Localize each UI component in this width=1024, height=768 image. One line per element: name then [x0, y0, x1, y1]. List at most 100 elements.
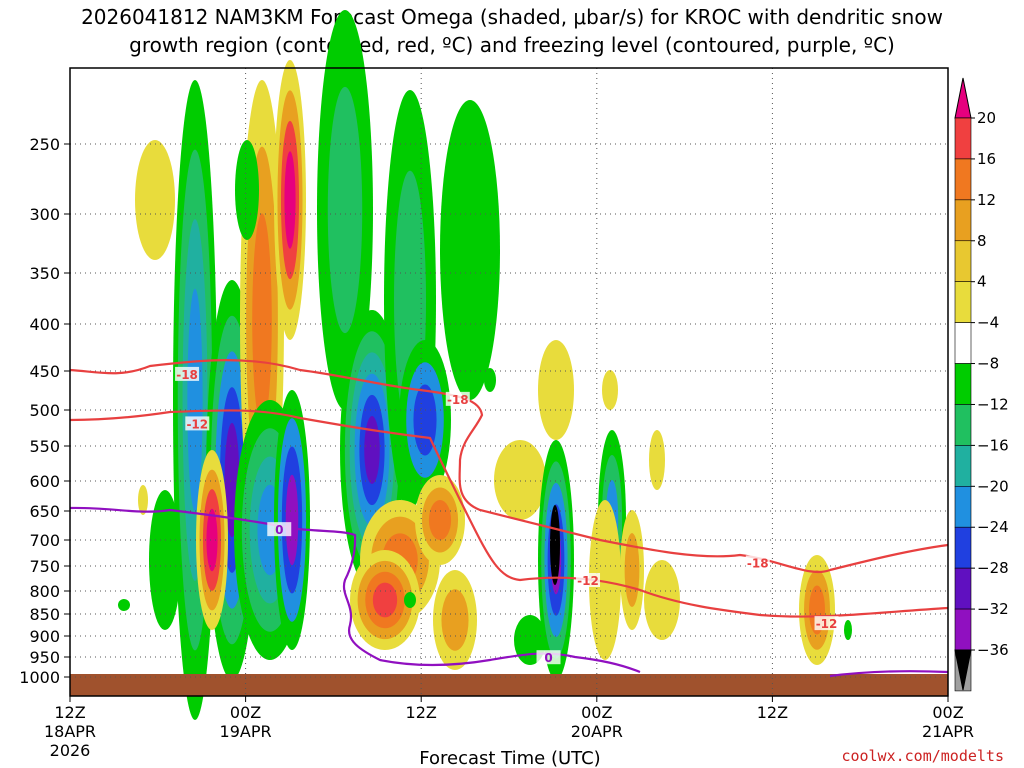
freezing-level-contour-lower: [829, 670, 949, 678]
y-tick-label: 250: [29, 135, 60, 154]
contour-label-bg: [576, 573, 601, 587]
contour-label: -18: [747, 556, 769, 570]
x-tick-label: 00Z: [581, 703, 612, 722]
colorbar-label: 16: [977, 150, 996, 168]
x-tick-label: 00Z: [932, 703, 963, 722]
y-tick-label: 400: [29, 315, 60, 334]
omega-shade: [187, 288, 203, 512]
colorbar-label: 20: [977, 109, 996, 127]
colorbar-label: −36: [977, 641, 1009, 659]
x-tick-year: 2026: [50, 741, 91, 760]
y-tick-label: 450: [29, 362, 60, 381]
omega-shade: [649, 430, 665, 490]
freezing-level-contour-upper: [69, 506, 641, 674]
colorbar-cell: [954, 445, 972, 487]
colorbar-cell: [954, 322, 972, 364]
colorbar-cell: [954, 117, 972, 160]
colorbar-cell: [954, 567, 972, 610]
growth-contour-minus18: [69, 359, 949, 574]
contour-label-bg: [814, 616, 839, 631]
omega-shade: [372, 582, 398, 618]
omega-shade: [404, 592, 416, 608]
colorbar-label: −24: [977, 518, 1009, 536]
omega-shade: [135, 140, 175, 260]
growth-contour-minus12: [69, 409, 949, 618]
y-tick-label: 800: [29, 582, 60, 601]
colorbar-label: 8: [977, 232, 987, 250]
omega-shade: [285, 474, 299, 566]
omega-shade: [149, 490, 181, 630]
colorbar-cell: [954, 608, 972, 651]
y-tick-label: 850: [29, 605, 60, 624]
contour-label: -12: [577, 574, 599, 588]
x-tick-label: 00Z: [230, 703, 261, 722]
omega-shading: [118, 10, 852, 720]
x-tick-date: 21APR: [922, 722, 974, 741]
omega-shade: [844, 620, 852, 640]
y-tick-label: 1000: [19, 668, 60, 687]
contour-label: 0: [275, 523, 283, 537]
colorbar-cell: [954, 199, 972, 242]
y-tick-label: 750: [29, 557, 60, 576]
contour-label: -12: [816, 617, 838, 631]
x-tick-date: 19APR: [220, 722, 272, 741]
y-tick-label: 350: [29, 264, 60, 283]
omega-shade: [538, 340, 574, 440]
plot-frame: [69, 67, 949, 697]
colorbar-label: −16: [977, 436, 1009, 454]
colorbar-label: −28: [977, 559, 1009, 577]
omega-shade: [440, 100, 500, 400]
colorbar-label: −8: [977, 355, 999, 373]
colorbar-cell: [954, 158, 972, 201]
y-tick-label: 650: [29, 502, 60, 521]
colorbar-label: 12: [977, 191, 996, 209]
omega-shade: [284, 151, 296, 249]
chart-title-line2: growth region (contoured, red, ºC) and f…: [129, 33, 895, 57]
omega-shade: [441, 589, 469, 651]
omega-shade: [644, 560, 680, 640]
colorbar-label: −12: [977, 395, 1009, 413]
chart-title-line1: 2026041812 NAM3KM Forecast Omega (shaded…: [81, 5, 943, 29]
contour-label-bg: [536, 650, 561, 665]
contour-label-bg: [445, 391, 470, 406]
omega-shade: [494, 440, 546, 520]
colorbar-label: −20: [977, 477, 1009, 495]
y-tick-label: 950: [29, 648, 60, 667]
colorbar-bottom-arrow: [954, 649, 972, 691]
x-tick-label: 12Z: [406, 703, 437, 722]
x-axis-label: Forecast Time (UTC): [419, 748, 600, 768]
y-tick-label: 600: [29, 472, 60, 491]
y-tick-label: 300: [29, 205, 60, 224]
credit-text: coolwx.com/modelts: [841, 747, 1004, 765]
x-tick-date: 20APR: [571, 722, 623, 741]
omega-shade: [235, 140, 259, 240]
y-tick-label: 900: [29, 627, 60, 646]
omega-shade: [327, 86, 363, 334]
contour-label-bg: [267, 522, 292, 537]
omega-shade: [602, 370, 618, 410]
colorbar-label: −32: [977, 600, 1009, 618]
contour-label: 0: [544, 651, 552, 665]
omega-shade: [550, 505, 560, 585]
colorbar-cell: [954, 404, 972, 446]
contour-label-bg: [185, 416, 210, 431]
colorbar-label: 4: [977, 273, 987, 291]
x-tick-date: 18APR: [44, 722, 96, 741]
contour-label: -18: [176, 368, 198, 382]
colorbar-cell: [954, 240, 972, 282]
omega-shade: [252, 213, 272, 427]
y-tick-label: 550: [29, 437, 60, 456]
x-tick-label: 12Z: [757, 703, 788, 722]
omega-shade: [206, 508, 218, 572]
colorbar-cell: [954, 526, 972, 569]
omega-shade: [364, 416, 380, 484]
y-tick-label: 500: [29, 401, 60, 420]
contour-label-bg: [175, 366, 200, 381]
omega-shade: [138, 485, 148, 515]
omega-shade: [484, 368, 496, 392]
omega-shade: [118, 599, 130, 611]
colorbar-cell: [954, 486, 972, 528]
terrain-band: [70, 674, 948, 696]
